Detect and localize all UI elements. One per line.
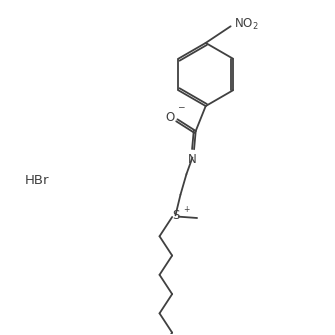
Text: −: − <box>177 102 184 111</box>
Text: +: + <box>183 205 189 214</box>
Text: NO$_2$: NO$_2$ <box>234 17 259 32</box>
Text: N: N <box>188 152 197 165</box>
Text: HBr: HBr <box>25 174 49 187</box>
Text: O: O <box>165 111 174 124</box>
Text: S: S <box>172 209 179 222</box>
